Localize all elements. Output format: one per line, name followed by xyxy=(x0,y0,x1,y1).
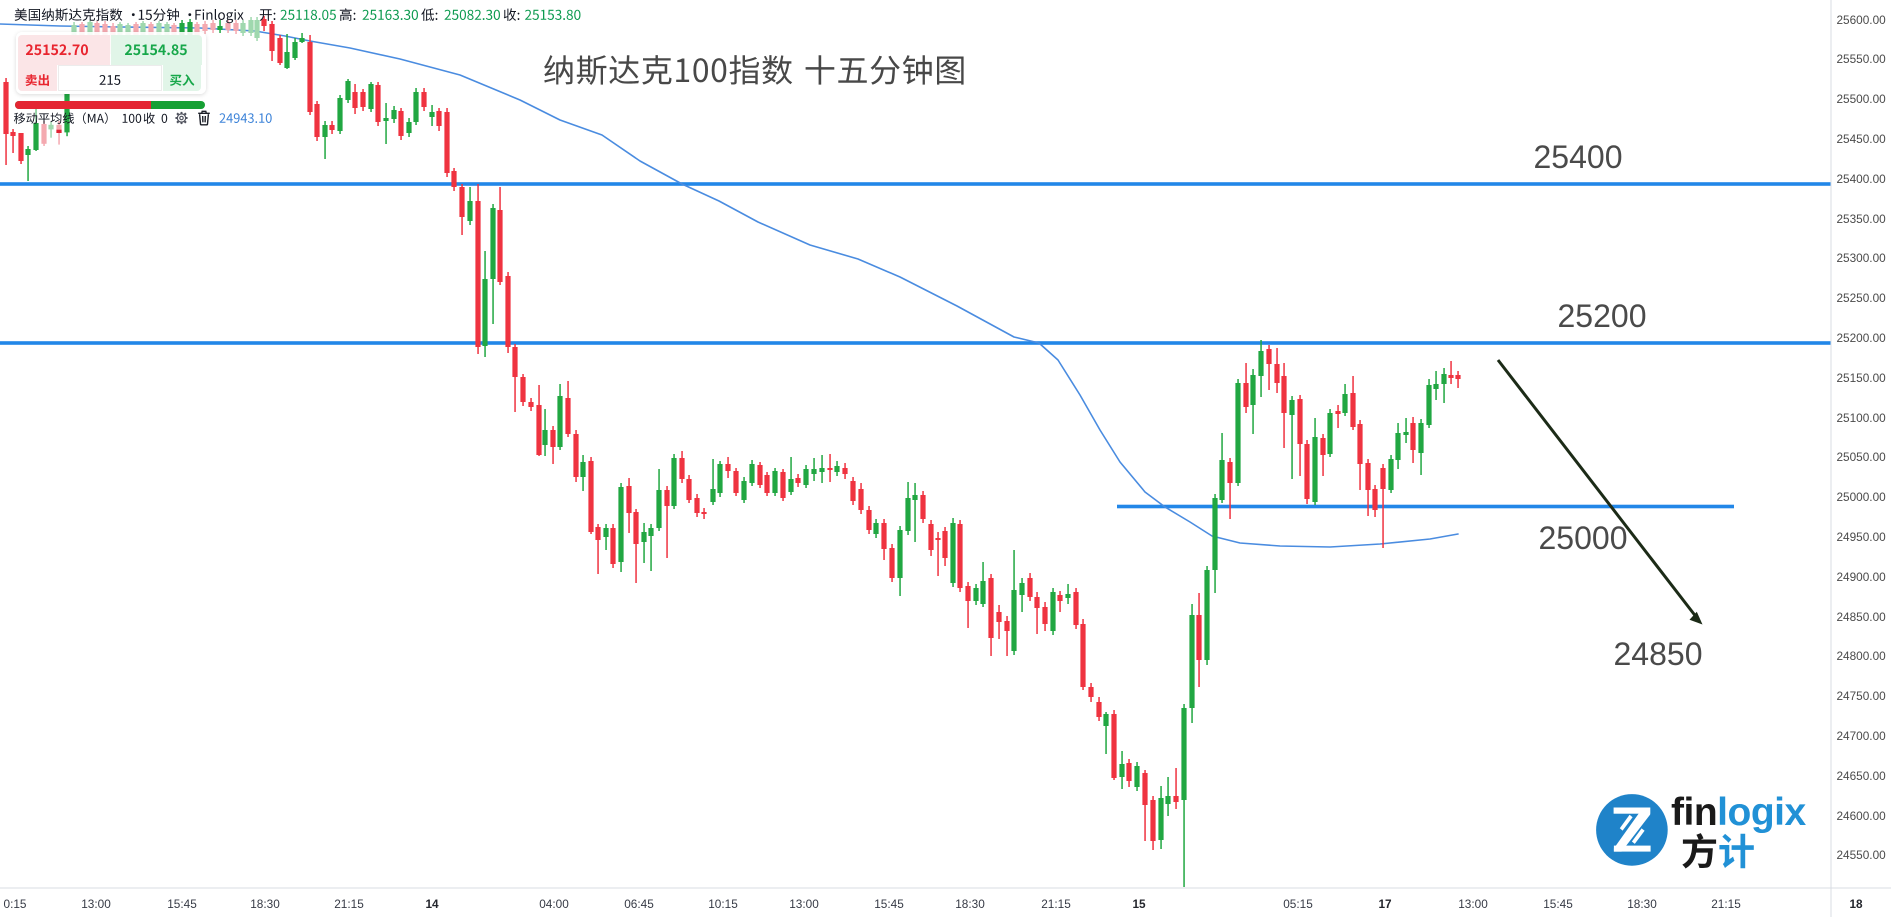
svg-text:finlogix: finlogix xyxy=(1671,791,1806,834)
